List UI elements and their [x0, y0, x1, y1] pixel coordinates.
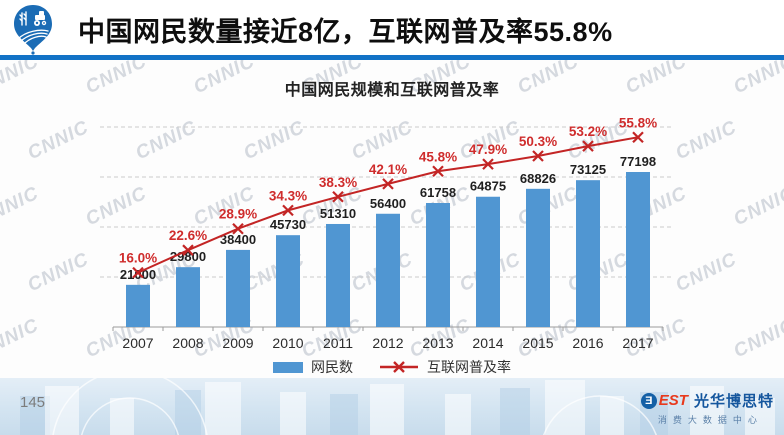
line-marker-2009: [232, 222, 244, 235]
bar-2012: [376, 213, 400, 327]
bar-2015: [526, 188, 550, 327]
value-label-2009: 38400: [220, 232, 256, 247]
bar-2010: [276, 235, 300, 327]
line-marker-2011: [332, 191, 344, 203]
value-label-2011: 51310: [320, 206, 356, 221]
line-marker-2015: [532, 150, 544, 162]
legend-bar-label: 网民数: [311, 359, 353, 375]
brand-footer-logo: Ǝ EST 光华博思特 消费大数据中心: [640, 390, 774, 426]
bar-2013: [426, 203, 450, 327]
value-label-2015: 68826: [520, 171, 556, 186]
legend-item-line: 互联网普及率: [379, 357, 511, 377]
brand-b-icon: Ǝ: [640, 392, 657, 409]
pct-label-2012: 42.1%: [369, 162, 407, 177]
value-label-2010: 45730: [270, 217, 306, 232]
year-label-2010: 2010: [272, 335, 303, 351]
year-label-2009: 2009: [222, 335, 253, 351]
brand-subtitle: 消费大数据中心: [657, 415, 763, 425]
pct-label-2009: 28.9%: [219, 207, 257, 222]
bar-2009: [226, 249, 250, 327]
header-divider: [0, 55, 784, 60]
pct-label-2007: 16.0%: [119, 251, 157, 266]
line-marker-2007: [132, 266, 144, 279]
line-series-marker-icon: [380, 361, 418, 373]
brand-balloon-icon: [14, 5, 52, 55]
value-label-2007: 21000: [120, 267, 156, 282]
legend-line-label: 互联网普及率: [427, 359, 511, 375]
value-label-2017: 77198: [620, 154, 656, 169]
bar-2014: [476, 196, 500, 327]
legend-item-bar: 网民数: [273, 357, 353, 377]
page-number: 145: [20, 394, 46, 411]
value-label-2016: 73125: [570, 162, 606, 177]
slide-header: 中国网民数量接近8亿，互联网普及率55.8%: [0, 0, 784, 55]
bar-2017: [626, 172, 650, 327]
slide-title: 中国网民数量接近8亿，互联网普及率55.8%: [78, 17, 613, 47]
brand-name-cn: 光华博思特: [693, 393, 774, 410]
chart-legend: 网民数 互联网普及率: [0, 357, 784, 377]
pct-label-2013: 45.8%: [419, 149, 457, 164]
line-marker-2012: [382, 178, 394, 190]
year-label-2016: 2016: [572, 335, 603, 351]
line-marker-2016: [582, 140, 594, 152]
footer-strip: 145 Ǝ EST 光华博思特 消费大数据中心: [0, 378, 784, 435]
pct-label-2014: 47.9%: [469, 142, 507, 157]
year-label-2007: 2007: [122, 335, 153, 351]
bar-2007: [126, 284, 150, 327]
year-label-2011: 2011: [323, 335, 353, 351]
line-marker-2008: [182, 244, 194, 256]
pct-label-2015: 50.3%: [519, 134, 557, 149]
line-marker-2010: [282, 204, 294, 217]
year-label-2017: 2017: [622, 335, 653, 351]
value-label-2014: 64875: [470, 179, 506, 194]
brand-latin: EST: [658, 392, 688, 409]
cityscape-decoration: [20, 378, 775, 435]
value-label-2012: 56400: [370, 196, 406, 211]
pct-label-2008: 22.6%: [169, 228, 207, 243]
year-label-2012: 2012: [372, 335, 403, 351]
pct-label-2016: 53.2%: [569, 124, 607, 139]
chart-title: 中国网民规模和互联网普及率: [284, 82, 500, 99]
bar-2008: [176, 267, 200, 327]
line-marker-2014: [482, 158, 494, 170]
line-marker-2013: [432, 165, 444, 178]
line-marker-2017: [632, 131, 644, 144]
combo-chart: 21000 2007 29800 2008 38400 2009 45730 2010 5131…: [100, 115, 672, 351]
bar-series-swatch-icon: [273, 361, 303, 373]
year-label-2008: 2008: [172, 335, 203, 351]
bar-2016: [576, 180, 600, 327]
chart-panel: CNNIC CNNIC CNNIC CNNIC CNNIC CNNIC CNNIC CNNIC…: [0, 60, 784, 378]
value-label-2013: 61758: [420, 185, 456, 200]
year-label-2013: 2013: [422, 335, 453, 351]
value-label-2008: 29800: [170, 249, 206, 264]
pct-label-2017: 55.8%: [619, 115, 657, 130]
bar-2011: [326, 223, 350, 327]
year-label-2015: 2015: [522, 335, 553, 351]
pct-label-2010: 34.3%: [269, 188, 307, 203]
year-label-2014: 2014: [472, 335, 503, 351]
pct-label-2011: 38.3%: [319, 175, 357, 190]
